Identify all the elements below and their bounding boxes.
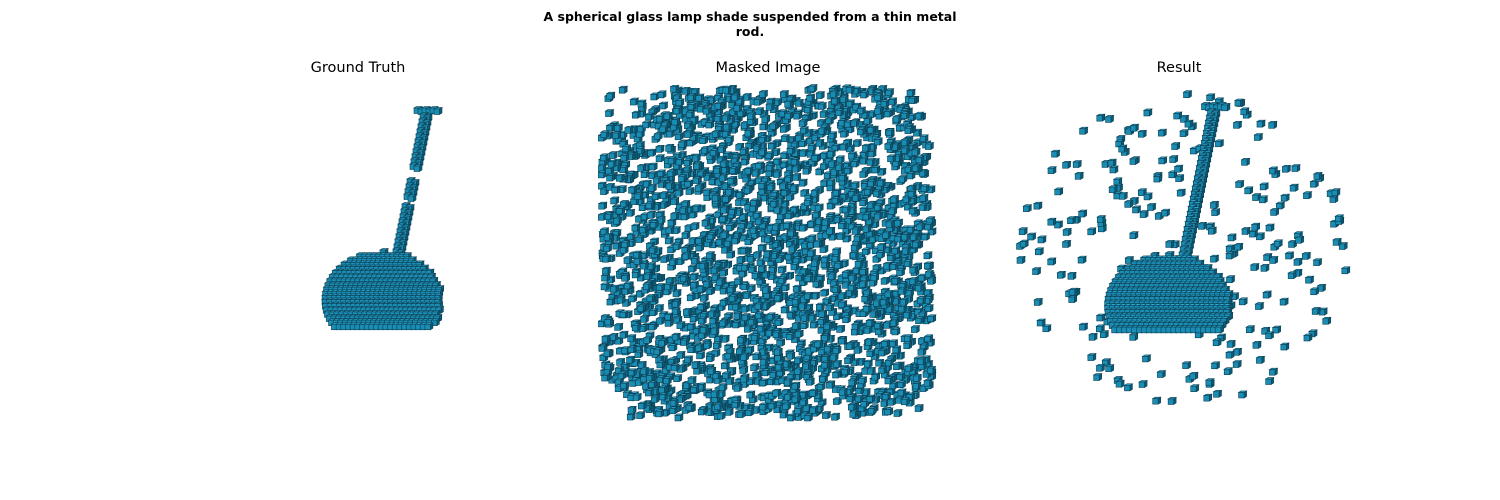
figure-title-line-2: rod. xyxy=(735,24,765,39)
result-voxel-view xyxy=(1005,82,1355,427)
result-voxel-render xyxy=(1015,90,1351,405)
masked-image-voxel-view xyxy=(598,82,940,427)
panel-title-result: Result xyxy=(1156,60,1202,76)
ground-truth-voxel-render xyxy=(320,105,445,331)
ground-truth-voxel-view xyxy=(250,82,460,427)
masked-image-voxel-render xyxy=(598,83,938,422)
figure-title: A spherical glass lamp shade suspended f… xyxy=(500,9,1000,39)
panel-title-masked-image: Masked Image xyxy=(715,60,821,76)
figure-title-line-1: A spherical glass lamp shade suspended f… xyxy=(543,9,957,24)
panel-title-ground-truth: Ground Truth xyxy=(310,60,406,76)
